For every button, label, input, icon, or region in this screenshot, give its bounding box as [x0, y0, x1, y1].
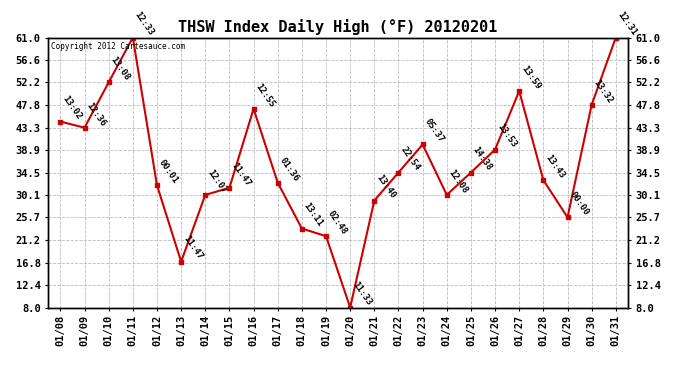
Text: 12:07: 12:07	[206, 168, 228, 195]
Text: 00:01: 00:01	[157, 158, 180, 185]
Text: 13:53: 13:53	[495, 122, 518, 150]
Text: 13:11: 13:11	[302, 201, 325, 228]
Text: 12:55: 12:55	[254, 82, 277, 109]
Text: 12:08: 12:08	[447, 168, 470, 195]
Text: Copyright 2012 Cartesauce.com: Copyright 2012 Cartesauce.com	[51, 42, 186, 51]
Text: 12:31: 12:31	[616, 10, 639, 38]
Text: 13:43: 13:43	[544, 153, 566, 180]
Text: 13:08: 13:08	[109, 55, 132, 82]
Text: 13:32: 13:32	[592, 78, 615, 105]
Text: 11:33: 11:33	[351, 280, 373, 308]
Text: 05:37: 05:37	[423, 117, 446, 144]
Text: 02:48: 02:48	[326, 209, 349, 236]
Text: 11:47: 11:47	[181, 234, 204, 262]
Text: 11:47: 11:47	[230, 160, 253, 188]
Text: 13:59: 13:59	[520, 64, 542, 91]
Text: 14:38: 14:38	[471, 146, 494, 172]
Text: 12:36: 12:36	[85, 100, 108, 128]
Text: 22:54: 22:54	[399, 146, 422, 172]
Text: 13:02: 13:02	[61, 94, 83, 122]
Text: 01:36: 01:36	[278, 156, 301, 183]
Text: 00:00: 00:00	[568, 190, 591, 217]
Text: 13:40: 13:40	[375, 173, 397, 201]
Text: 12:33: 12:33	[133, 10, 156, 38]
Title: THSW Index Daily High (°F) 20120201: THSW Index Daily High (°F) 20120201	[179, 19, 497, 35]
